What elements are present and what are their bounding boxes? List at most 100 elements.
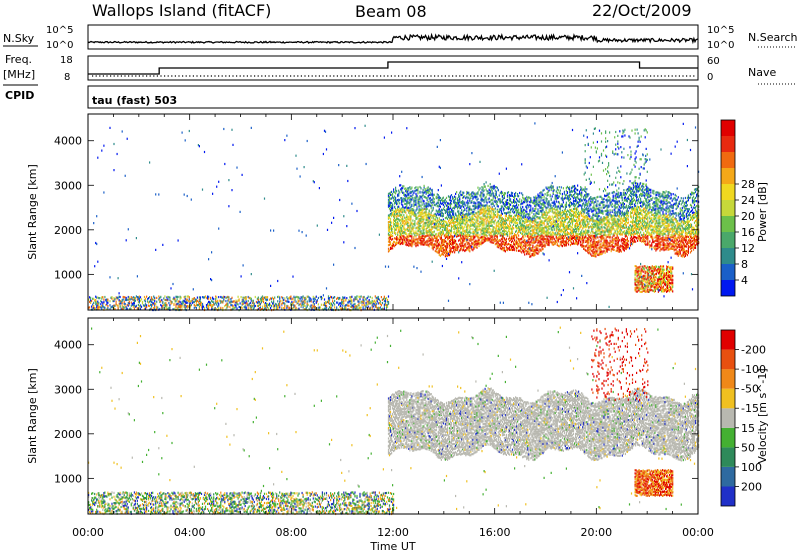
scatter-cell [354, 296, 356, 299]
scatter-cell [602, 204, 604, 207]
scatter-cell [526, 206, 528, 209]
scatter-cell [642, 189, 644, 192]
scatter-cell [310, 300, 312, 303]
scatter-cell [312, 300, 314, 303]
scatter-cell [527, 199, 529, 202]
scatter-cell [266, 304, 269, 307]
scatter-cell [401, 203, 403, 206]
station-title: Wallops Island (fitACF) [92, 1, 271, 20]
scatter-cell [188, 298, 190, 301]
scatter-cell [528, 205, 530, 208]
scatter-cell [123, 296, 125, 299]
scatter-cell [336, 301, 338, 304]
scatter-cell [483, 198, 485, 201]
scatter-cell [467, 196, 469, 199]
scatter-cell [491, 206, 493, 209]
scatter-cell [362, 300, 364, 303]
scatter-cell [276, 305, 278, 308]
scatter-cell [636, 194, 638, 197]
scatter-cell [403, 193, 405, 196]
scatter-cell [666, 196, 668, 199]
scatter-cell [160, 303, 162, 307]
scatter-cell [606, 192, 608, 195]
scatter-cell [448, 212, 451, 215]
scatter-cell [489, 200, 491, 203]
scatter-cell [228, 298, 230, 301]
scatter-cell [166, 305, 168, 308]
scatter-cell [187, 305, 189, 308]
scatter-cell [111, 297, 113, 300]
scatter-cell [409, 207, 411, 210]
scatter-cell [622, 193, 624, 196]
scatter-cell [520, 209, 522, 212]
scatter-cell [428, 203, 430, 206]
scatter-cell [130, 307, 132, 310]
scatter-cell [551, 185, 553, 188]
scatter-cell [529, 196, 531, 200]
scatter-cell [124, 296, 126, 299]
scatter-cell [693, 203, 696, 206]
scatter-cell [679, 207, 681, 210]
scatter-cell [297, 298, 299, 301]
scatter-cell [614, 200, 616, 203]
scatter-cell [501, 195, 503, 198]
scatter-cell [485, 222, 487, 225]
scatter-cell [493, 187, 495, 190]
scatter-cell [659, 195, 661, 198]
scatter-cell [493, 226, 495, 229]
freq-unit-label: [MHz] [3, 68, 35, 81]
scatter-cell [212, 308, 214, 311]
scatter-cell [113, 304, 115, 307]
scatter-cell [653, 208, 655, 211]
scatter-cell [492, 210, 494, 213]
scatter-cell [406, 233, 408, 236]
scatter-cell [499, 214, 501, 217]
scatter-cell [622, 207, 624, 210]
scatter-cell [356, 307, 358, 310]
scatter-cell [142, 304, 145, 307]
scatter-cell [518, 237, 520, 241]
scatter-cell [670, 192, 672, 196]
scatter-cell [542, 199, 544, 202]
scatter-cell [304, 301, 306, 304]
scatter-cell [653, 201, 655, 204]
scatter-cell [475, 216, 477, 219]
scatter-cell [284, 306, 286, 309]
scatter-cell [411, 209, 413, 212]
scatter-cell [522, 196, 524, 199]
scatter-cell [533, 202, 535, 205]
scatter-cell [137, 298, 139, 301]
scatter-cell [328, 297, 331, 300]
scatter-cell [144, 300, 147, 303]
scatter-cell [672, 204, 674, 207]
scatter-cell [521, 192, 523, 195]
scatter-cell [508, 211, 511, 214]
scatter-cell [569, 205, 572, 208]
scatter-cell [177, 306, 179, 309]
scatter-cell [614, 201, 616, 204]
scatter-cell [289, 307, 291, 311]
scatter-cell [246, 304, 248, 307]
scatter-cell [241, 298, 243, 301]
scatter-cell [384, 297, 387, 301]
scatter-cell [594, 207, 596, 210]
scatter-cell [514, 236, 516, 239]
scatter-cell [257, 301, 259, 304]
scatter-cell [509, 211, 512, 214]
scatter-cell [371, 308, 373, 311]
scatter-cell [371, 304, 373, 307]
scatter-cell [259, 302, 261, 305]
scatter-cell [161, 305, 163, 308]
scatter-cell [553, 200, 555, 203]
scatter-cell [387, 216, 390, 219]
scatter-cell [622, 205, 624, 208]
scatter-cell [392, 231, 394, 234]
scatter-cell [615, 206, 617, 209]
scatter-cell [663, 196, 665, 199]
scatter-cell [499, 239, 501, 242]
scatter-cell [659, 204, 661, 207]
scatter-cell [421, 194, 423, 198]
scatter-cell [367, 305, 369, 308]
scatter-cell [611, 209, 613, 212]
scatter-cell [449, 211, 452, 214]
